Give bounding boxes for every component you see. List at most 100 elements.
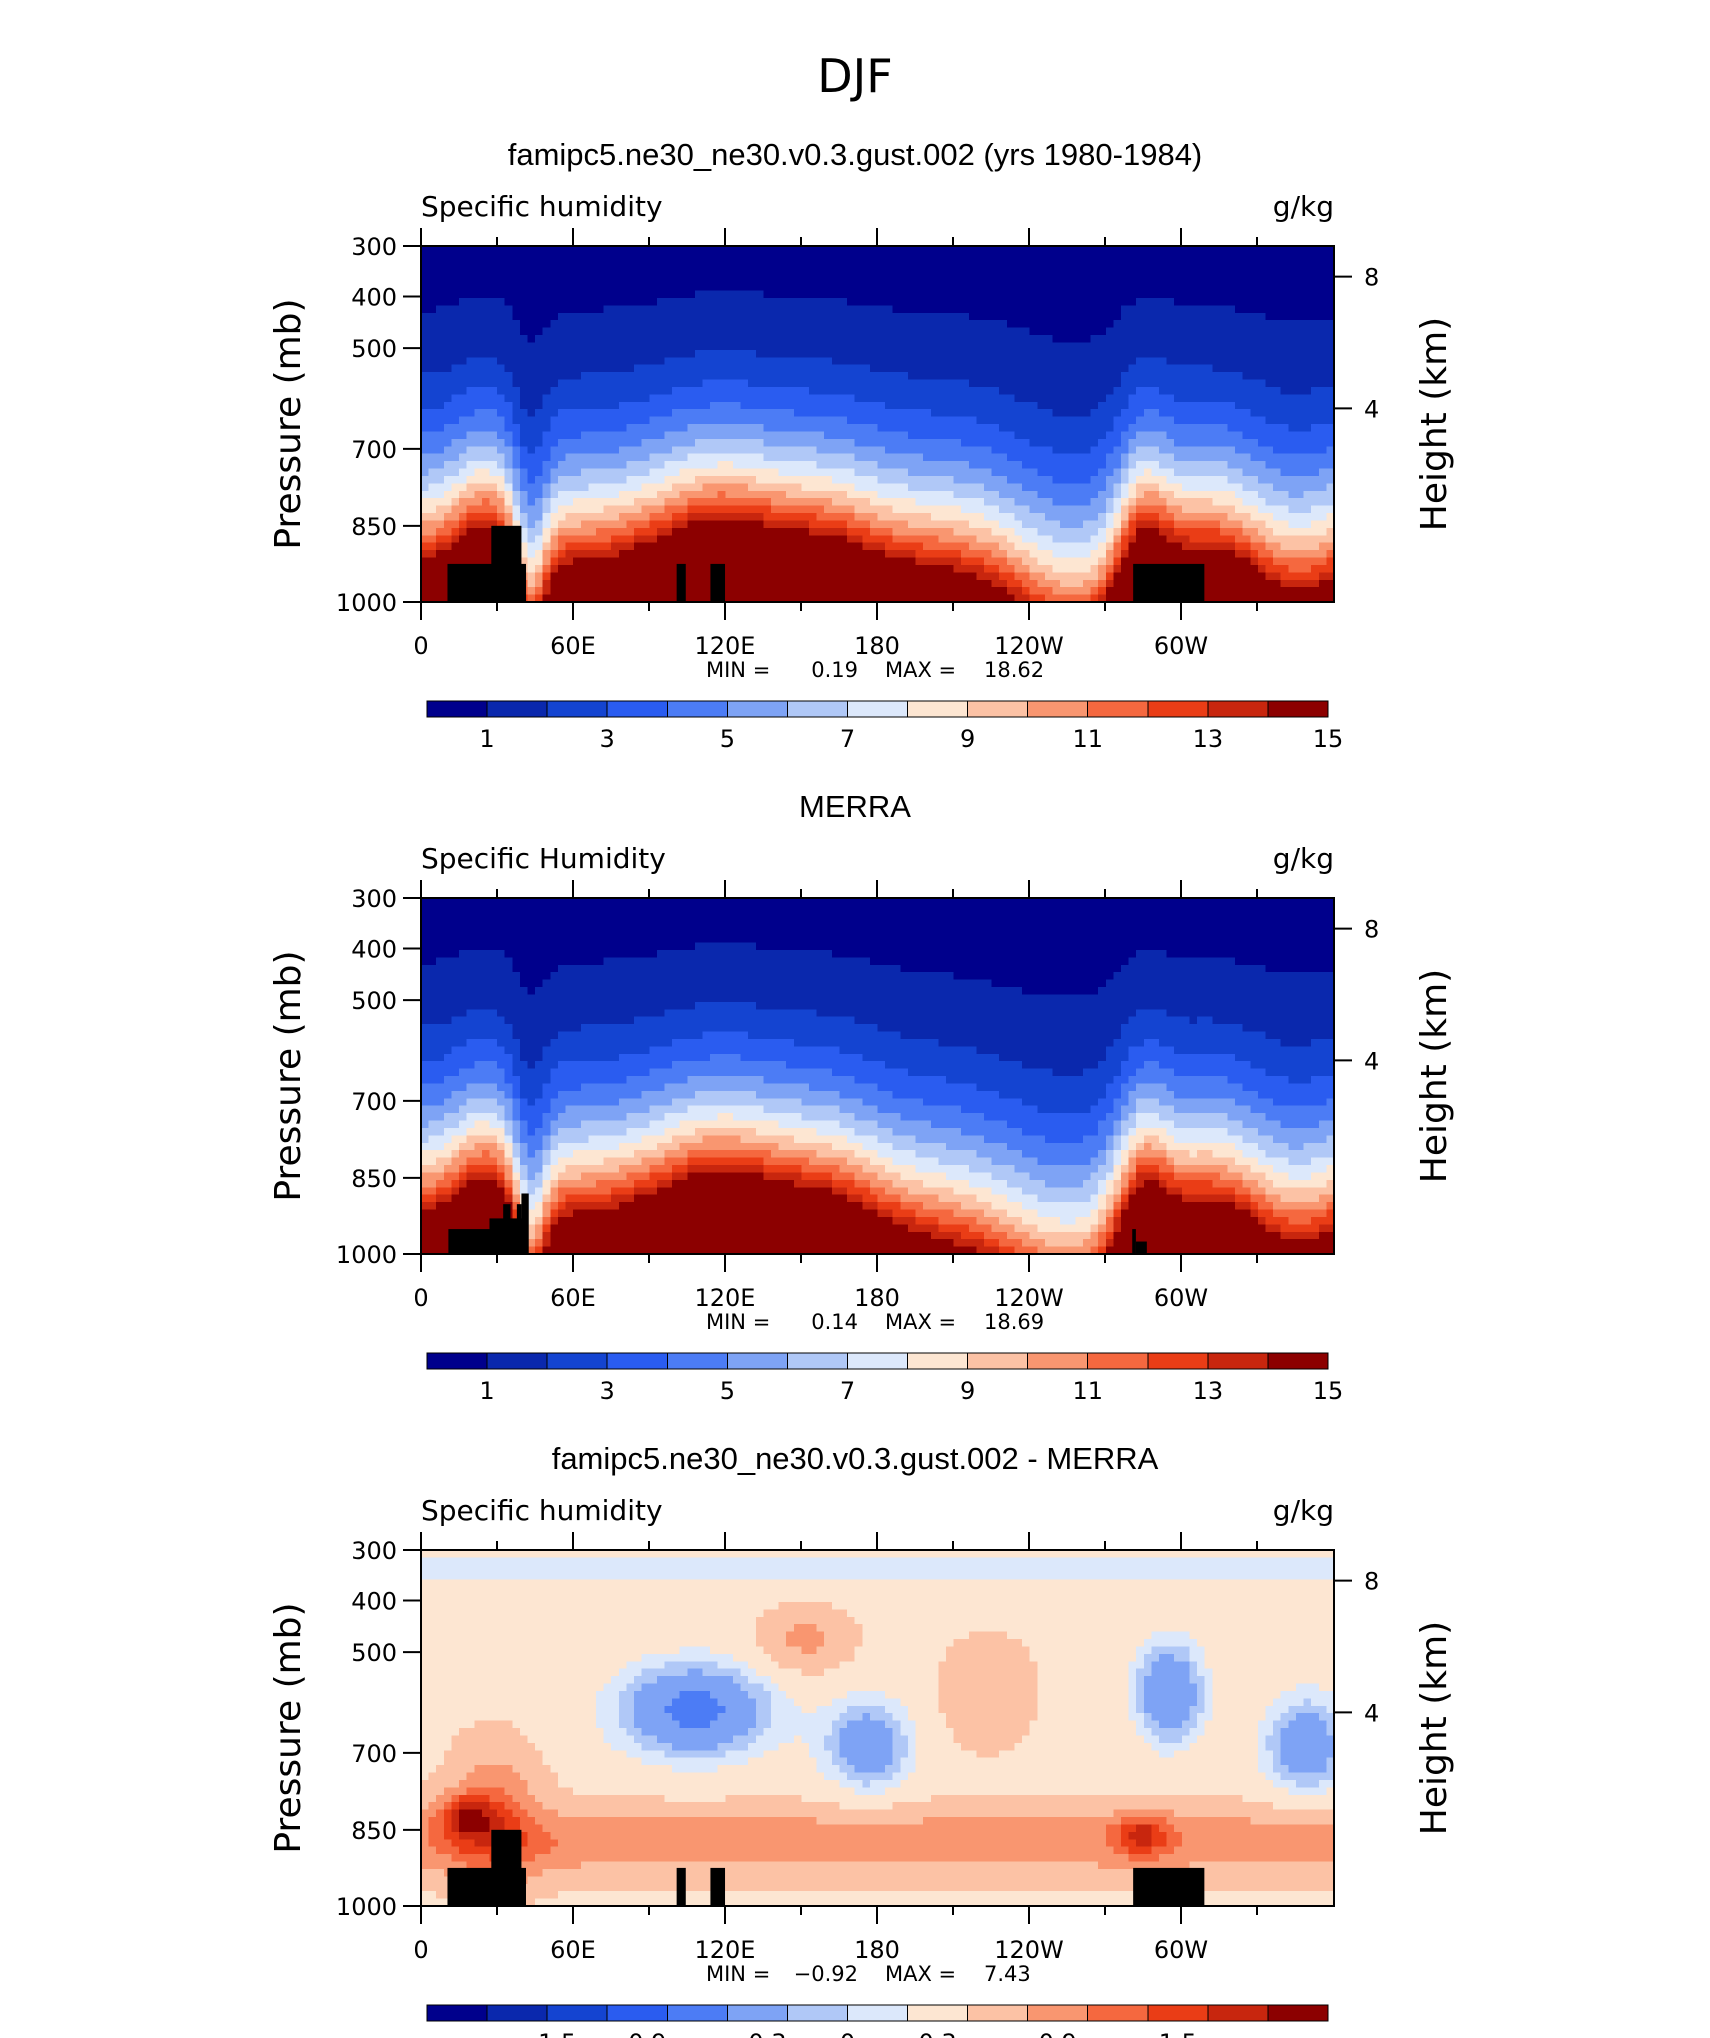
- field-cell: [718, 528, 726, 536]
- field-cell: [938, 305, 946, 313]
- field-cell: [535, 298, 543, 306]
- field-cell: [976, 380, 984, 388]
- field-cell: [505, 342, 513, 350]
- field-cell: [604, 491, 612, 499]
- field-cell: [725, 409, 733, 417]
- field-cell: [893, 313, 901, 321]
- field-cell: [961, 476, 969, 484]
- field-cell: [1250, 380, 1258, 388]
- field-cell: [992, 305, 1000, 313]
- field-cell: [961, 498, 969, 506]
- field-cell: [581, 261, 589, 269]
- field-cell: [581, 342, 589, 350]
- field-cell: [558, 506, 566, 514]
- field-cell: [1030, 394, 1038, 402]
- field-cell: [976, 446, 984, 454]
- field-cell: [550, 417, 558, 425]
- field-cell: [710, 461, 718, 469]
- field-cell: [1266, 520, 1274, 528]
- field-cell: [1037, 409, 1045, 417]
- field-cell: [1220, 513, 1228, 521]
- field-cell: [1014, 365, 1022, 373]
- field-cell: [1167, 342, 1175, 350]
- field-cell: [756, 439, 764, 447]
- field-cell: [497, 372, 505, 380]
- field-cell: [703, 342, 711, 350]
- field-cell: [626, 276, 634, 284]
- field-cell: [1319, 372, 1327, 380]
- field-cell: [1052, 402, 1060, 410]
- field-cell: [626, 328, 634, 336]
- field-cell: [535, 357, 543, 365]
- field-cell: [1060, 461, 1068, 469]
- field-cell: [1045, 357, 1053, 365]
- field-cell: [832, 335, 840, 343]
- field-cell: [771, 335, 779, 343]
- field-cell: [581, 357, 589, 365]
- field-cell: [619, 431, 627, 439]
- field-cell: [976, 483, 984, 491]
- field-cell: [1288, 409, 1296, 417]
- field-cell: [1022, 372, 1030, 380]
- field-cell: [1227, 261, 1235, 269]
- field-cell: [1159, 328, 1167, 336]
- field-cell: [741, 305, 749, 313]
- field-cell: [634, 535, 642, 543]
- field-cell: [1159, 409, 1167, 417]
- field-cell: [786, 506, 794, 514]
- field-cell: [474, 320, 482, 328]
- field-cell: [1007, 498, 1015, 506]
- field-cell: [832, 313, 840, 321]
- field-cell: [1060, 365, 1068, 373]
- field-cell: [855, 461, 863, 469]
- field-cell: [619, 483, 627, 491]
- field-cell: [786, 498, 794, 506]
- field-cell: [436, 350, 444, 358]
- field-cell: [984, 431, 992, 439]
- field-cell: [1098, 268, 1106, 276]
- field-cell: [573, 372, 581, 380]
- field-cell: [741, 402, 749, 410]
- field-cell: [1136, 372, 1144, 380]
- field-cell: [467, 506, 475, 514]
- field-cell: [1266, 535, 1274, 543]
- field-cell: [718, 365, 726, 373]
- field-cell: [649, 394, 657, 402]
- field-cell: [794, 431, 802, 439]
- field-cell: [946, 387, 954, 395]
- field-cell: [497, 320, 505, 328]
- field-cell: [680, 550, 688, 558]
- field-cell: [1022, 483, 1030, 491]
- field-cell: [1182, 320, 1190, 328]
- field-cell: [1197, 372, 1205, 380]
- field-cell: [817, 276, 825, 284]
- field-cell: [1106, 528, 1114, 536]
- field-cell: [528, 387, 536, 395]
- field-cell: [459, 394, 467, 402]
- field-cell: [855, 298, 863, 306]
- field-cell: [1144, 357, 1152, 365]
- field-cell: [984, 298, 992, 306]
- field-cell: [467, 320, 475, 328]
- field-cell: [862, 291, 870, 299]
- field-cell: [741, 424, 749, 432]
- field-cell: [832, 291, 840, 299]
- field-cell: [809, 543, 817, 551]
- field-cell: [733, 305, 741, 313]
- field-cell: [604, 335, 612, 343]
- field-cell: [741, 491, 749, 499]
- field-cell: [604, 328, 612, 336]
- field-cell: [672, 431, 680, 439]
- field-cell: [718, 409, 726, 417]
- field-cell: [611, 328, 619, 336]
- field-cell: [1030, 491, 1038, 499]
- field-cell: [900, 409, 908, 417]
- field-cell: [581, 268, 589, 276]
- field-cell: [550, 283, 558, 291]
- field-cell: [1311, 543, 1319, 551]
- field-cell: [543, 380, 551, 388]
- field-cell: [885, 380, 893, 388]
- field-cell: [1037, 513, 1045, 521]
- field-cell: [680, 253, 688, 261]
- field-cell: [535, 513, 543, 521]
